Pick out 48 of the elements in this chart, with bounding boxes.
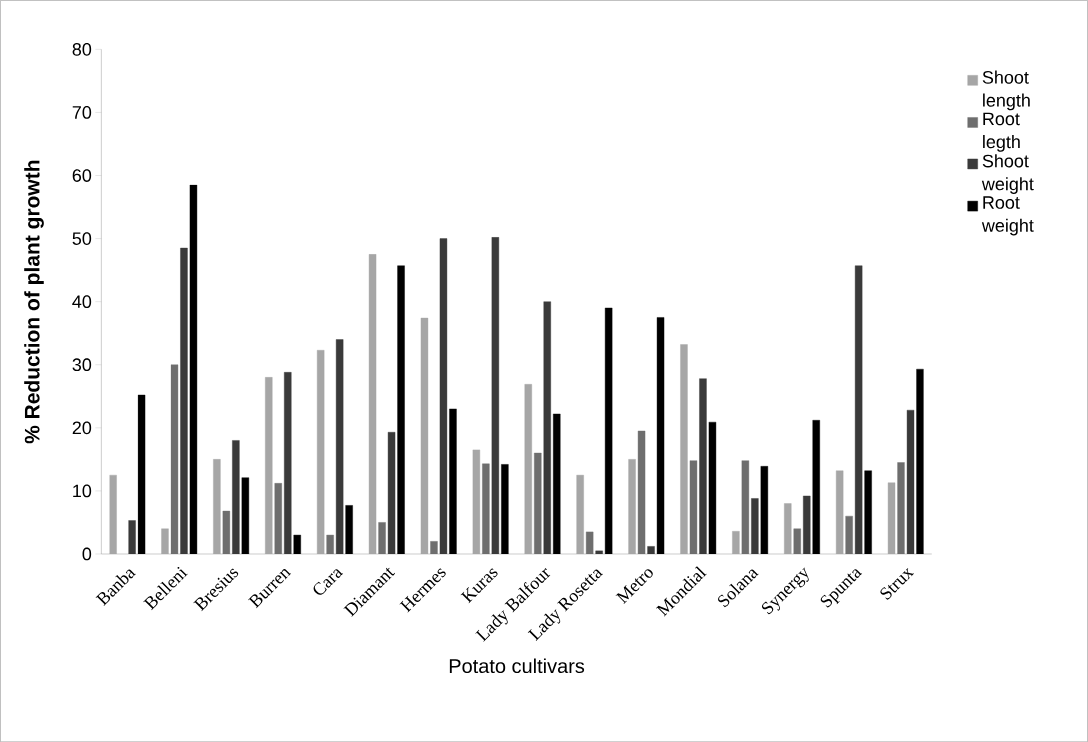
bar	[137, 394, 146, 554]
bar	[812, 419, 820, 554]
y-tick-label: 10	[73, 484, 92, 498]
x-axis-title: Potato cultivars	[449, 658, 585, 673]
bar	[501, 464, 509, 554]
y-tick-label: 20	[72, 421, 92, 435]
bar	[864, 470, 872, 554]
bar	[553, 413, 561, 554]
legend-label: Shoot length	[982, 70, 1030, 111]
bar	[345, 505, 353, 554]
y-tick-label: 70	[72, 105, 92, 119]
bar	[293, 534, 301, 554]
bar	[760, 465, 769, 554]
y-tick-label: 60	[72, 169, 92, 182]
bar	[213, 459, 221, 554]
bar	[449, 408, 457, 554]
y-tick-label: 80	[72, 42, 92, 56]
bar	[680, 344, 688, 554]
y-tick-label: 40	[72, 295, 92, 308]
bar	[784, 503, 792, 554]
bar	[708, 421, 717, 554]
y-axis-title: % Reduction of plant growth	[24, 160, 44, 444]
bar	[656, 317, 665, 554]
legend-label: Root legth	[983, 112, 1020, 152]
bar	[161, 528, 169, 554]
legend-label: Root weight	[981, 196, 1034, 236]
bar	[524, 383, 532, 554]
bar	[576, 474, 584, 554]
bar	[604, 307, 613, 554]
bar	[397, 265, 405, 554]
bar	[368, 254, 377, 554]
bar	[420, 317, 429, 554]
y-tick-label: 50	[72, 232, 92, 245]
bar	[887, 482, 896, 554]
bar	[732, 530, 740, 554]
bar	[628, 459, 636, 554]
bar	[265, 377, 273, 554]
y-tick-label: 30	[72, 358, 92, 371]
bar	[316, 349, 325, 554]
x-tick-label: Cara	[313, 569, 344, 595]
bar	[472, 449, 481, 554]
bar	[835, 470, 844, 554]
bar	[241, 477, 250, 554]
y-tick-label: 0	[82, 547, 92, 561]
legend-label: Shoot weight	[981, 154, 1034, 194]
bar	[189, 184, 198, 554]
bar	[916, 368, 924, 554]
bar	[109, 474, 117, 554]
